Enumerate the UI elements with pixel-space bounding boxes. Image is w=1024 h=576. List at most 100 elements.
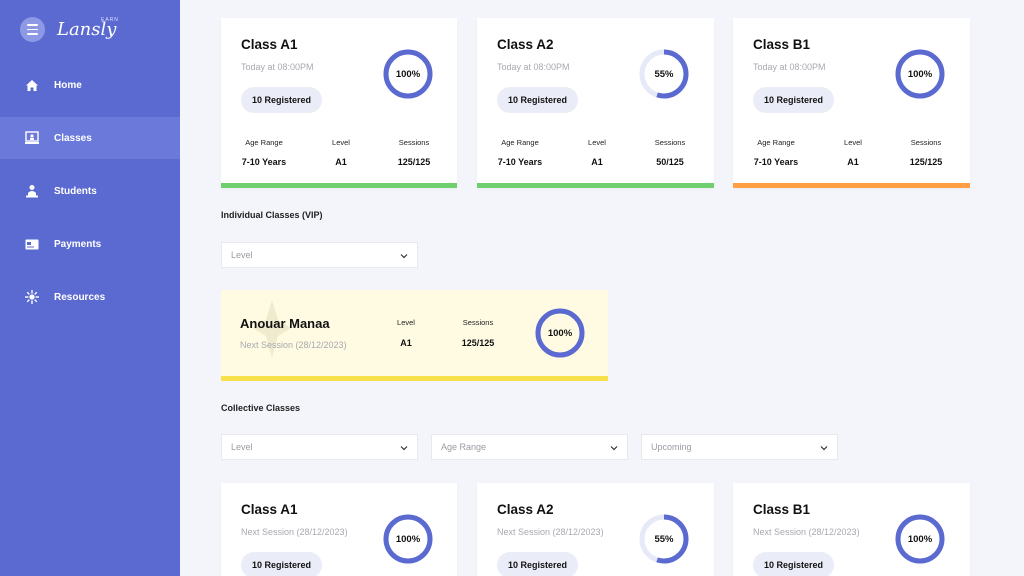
sessions-header: Sessions: [910, 138, 942, 147]
progress-percent: 55%: [654, 68, 674, 80]
home-icon: [25, 78, 39, 92]
next-session: Next Session (28/12/2023): [497, 527, 604, 537]
class-card[interactable]: Class B1 Today at 08:00PM 10 Registered 100…: [733, 18, 970, 188]
next-session: Next Session (28/12/2023): [240, 340, 347, 350]
age-range-value: 7-10 Years: [753, 157, 799, 167]
collective-class-card[interactable]: Class A2 Next Session (28/12/2023) 10 Regi…: [477, 483, 714, 576]
brand-logo: Lansly EARN: [57, 17, 119, 40]
upcoming-filter-select[interactable]: Upcoming: [641, 434, 838, 460]
sessions-value: 125/125: [909, 157, 943, 167]
vip-level-select[interactable]: Level: [221, 242, 418, 268]
status-bar: [221, 183, 457, 188]
sidebar-item-label: Students: [54, 185, 97, 197]
brand-name: Lansly: [57, 19, 117, 40]
age-range-header: Age Range: [501, 138, 539, 147]
select-value: Level: [231, 442, 253, 452]
select-value: Level: [231, 250, 253, 260]
collective-section-title: Collective Classes: [221, 403, 301, 413]
status-bar: [477, 183, 714, 188]
logo-row: Lansly EARN: [20, 17, 119, 42]
progress-percent: 100%: [907, 68, 933, 80]
star-icon: [253, 300, 291, 358]
registered-badge[interactable]: 10 Registered: [241, 552, 323, 576]
class-card[interactable]: Class A1 Today at 08:00PM 10 Registered 100…: [221, 18, 457, 188]
progress-ring: 100%: [894, 48, 946, 100]
class-title: Class B1: [753, 37, 811, 52]
level-header: Level: [844, 138, 862, 147]
level-value: A1: [591, 157, 603, 167]
level-value: A1: [400, 338, 412, 348]
chevron-down-icon: [400, 446, 408, 451]
registered-badge[interactable]: 10 Registered: [753, 552, 835, 576]
sessions-value: 125/125: [397, 157, 431, 167]
sessions-header: Sessions: [462, 318, 494, 327]
next-session: Next Session (28/12/2023): [753, 527, 860, 537]
age-range-value: 7-10 Years: [241, 157, 287, 167]
collective-class-card[interactable]: Class A1 Next Session (28/12/2023) 10 Regi…: [221, 483, 457, 576]
age-range-header: Age Range: [245, 138, 283, 147]
select-value: Upcoming: [651, 442, 692, 452]
progress-ring: 100%: [382, 48, 434, 100]
sidebar-item-resources[interactable]: Resources: [0, 276, 180, 318]
progress-ring: 100%: [382, 513, 434, 565]
class-time: Today at 08:00PM: [241, 62, 314, 72]
chevron-down-icon: [400, 254, 408, 259]
progress-ring: 55%: [638, 48, 690, 100]
sidebar-item-label: Resources: [54, 291, 106, 303]
progress-percent: 100%: [907, 533, 933, 545]
sessions-value: 125/125: [461, 338, 495, 348]
registered-badge[interactable]: 10 Registered: [497, 552, 579, 576]
sidebar-item-students[interactable]: Students: [0, 170, 180, 212]
progress-ring: 100%: [894, 513, 946, 565]
class-title: Class B1: [753, 502, 811, 517]
registered-badge[interactable]: 10 Registered: [497, 87, 579, 113]
age-range-header: Age Range: [757, 138, 795, 147]
sidebar-item-home[interactable]: Home: [0, 64, 180, 106]
status-bar: [221, 376, 608, 381]
status-bar: [733, 183, 970, 188]
class-time: Today at 08:00PM: [497, 62, 570, 72]
vip-section-title: Individual Classes (VIP): [221, 210, 323, 220]
sidebar-item-classes[interactable]: Classes: [0, 117, 180, 159]
age-range-filter-select[interactable]: Age Range: [431, 434, 628, 460]
registered-badge[interactable]: 10 Registered: [753, 87, 835, 113]
sidebar-item-label: Home: [54, 79, 82, 91]
card-icon: [25, 237, 39, 251]
next-session: Next Session (28/12/2023): [241, 527, 348, 537]
level-header: Level: [332, 138, 350, 147]
progress-ring: 100%: [534, 307, 586, 359]
sidebar: Lansly EARN Home Classes Students Payment…: [0, 0, 180, 576]
classroom-icon: [25, 131, 39, 145]
sidebar-item-label: Classes: [54, 132, 92, 144]
level-filter-select[interactable]: Level: [221, 434, 418, 460]
class-title: Class A2: [497, 502, 554, 517]
registered-badge[interactable]: 10 Registered: [241, 87, 323, 113]
level-header: Level: [588, 138, 606, 147]
sessions-header: Sessions: [654, 138, 686, 147]
sessions-header: Sessions: [398, 138, 430, 147]
level-header: Level: [397, 318, 415, 327]
chevron-down-icon: [820, 446, 828, 451]
select-value: Age Range: [441, 442, 487, 452]
brand-tag: EARN: [101, 17, 119, 23]
sidebar-item-payments[interactable]: Payments: [0, 223, 180, 265]
hamburger-menu-icon[interactable]: [20, 17, 45, 42]
level-value: A1: [847, 157, 859, 167]
progress-percent: 100%: [395, 68, 421, 80]
collective-class-card[interactable]: Class B1 Next Session (28/12/2023) 10 Regi…: [733, 483, 970, 576]
class-title: Class A1: [241, 502, 298, 517]
vip-student-card[interactable]: Anouar Manaa Next Session (28/12/2023) L…: [221, 290, 608, 381]
class-title: Class A2: [497, 37, 554, 52]
class-title: Class A1: [241, 37, 298, 52]
progress-percent: 55%: [654, 533, 674, 545]
progress-percent: 100%: [395, 533, 421, 545]
resources-icon: [25, 290, 39, 304]
sidebar-item-label: Payments: [54, 238, 102, 250]
age-range-value: 7-10 Years: [497, 157, 543, 167]
student-icon: [25, 184, 39, 198]
class-card[interactable]: Class A2 Today at 08:00PM 10 Registered 55%…: [477, 18, 714, 188]
level-value: A1: [335, 157, 347, 167]
progress-percent: 100%: [547, 327, 573, 339]
progress-ring: 55%: [638, 513, 690, 565]
class-time: Today at 08:00PM: [753, 62, 826, 72]
